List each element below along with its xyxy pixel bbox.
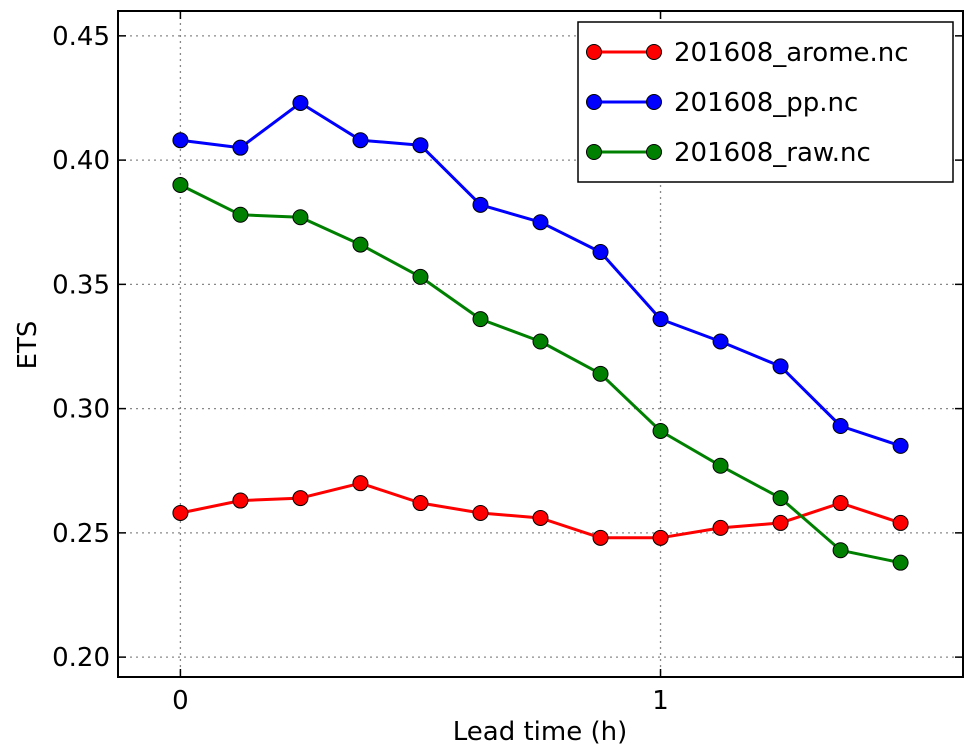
legend-marker (646, 94, 662, 110)
series-1 (172, 94, 909, 454)
series-group (172, 94, 909, 571)
x-tick-label: 0 (172, 686, 189, 716)
data-point (352, 236, 369, 253)
data-point (772, 490, 789, 507)
data-point (712, 333, 729, 350)
data-point (892, 554, 909, 571)
legend-marker (586, 44, 602, 60)
y-tick-label: 0.30 (52, 395, 110, 425)
data-point (412, 268, 429, 285)
legend-marker (586, 94, 602, 110)
data-point (352, 475, 369, 492)
data-point (232, 492, 249, 509)
data-point (832, 418, 849, 435)
data-point (472, 504, 489, 521)
x-axis-label: Lead time (h) (453, 717, 628, 747)
plot-area-frame (117, 10, 964, 678)
data-point (532, 214, 549, 231)
data-point (772, 358, 789, 375)
series-line (179, 183, 901, 565)
data-point (592, 244, 609, 261)
data-point (292, 490, 309, 507)
legend-marker (646, 144, 662, 160)
data-point (712, 457, 729, 474)
data-point (652, 422, 669, 439)
legend-item: 201608_pp.nc (586, 88, 858, 118)
y-axis-label: ETS (13, 321, 43, 370)
data-point (592, 529, 609, 546)
y-tick-label: 0.20 (52, 643, 110, 673)
data-point (532, 509, 549, 526)
legend-item: 201608_arome.nc (586, 38, 909, 68)
data-point (772, 514, 789, 531)
data-point (832, 542, 849, 559)
legend-label: 201608_raw.nc (674, 138, 871, 168)
y-tick-label: 0.40 (52, 146, 110, 176)
data-point (412, 495, 429, 512)
data-point (232, 206, 249, 223)
data-point (412, 137, 429, 154)
legend-label: 201608_arome.nc (674, 38, 909, 68)
series-0 (172, 475, 909, 546)
data-point (172, 132, 189, 149)
y-tick-label: 0.25 (52, 519, 110, 549)
data-point (232, 139, 249, 156)
axis-ticks: 0.20 0.25 0.30 0.35 0.40 0.45 0 1 (52, 11, 963, 716)
data-point (712, 519, 729, 536)
series-2 (172, 176, 909, 571)
y-tick-label: 0.35 (52, 270, 110, 300)
legend-item: 201608_raw.nc (586, 138, 871, 168)
legend-marker (586, 144, 602, 160)
data-point (532, 333, 549, 350)
data-point (172, 504, 189, 521)
data-point (832, 495, 849, 512)
data-point (172, 176, 189, 193)
data-point (892, 437, 909, 454)
data-point (652, 311, 669, 328)
legend: 201608_arome.nc 201608_pp.nc 201608_raw.nc (577, 21, 954, 183)
legend-label: 201608_pp.nc (674, 88, 858, 118)
data-point (352, 132, 369, 149)
data-point (472, 196, 489, 213)
data-point (892, 514, 909, 531)
legend-marker (646, 44, 662, 60)
data-point (472, 311, 489, 328)
data-point (292, 209, 309, 226)
y-tick-label: 0.45 (52, 22, 110, 52)
data-point (592, 365, 609, 382)
data-point (292, 94, 309, 111)
data-point (652, 529, 669, 546)
x-tick-label: 1 (652, 686, 669, 716)
